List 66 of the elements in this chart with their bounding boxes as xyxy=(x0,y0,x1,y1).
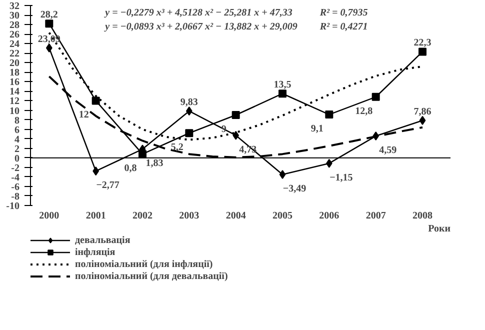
data-label: 12,8 xyxy=(355,106,373,117)
data-label: 22,3 xyxy=(414,38,432,49)
y-tick-label: 28 xyxy=(10,20,20,32)
data-label: 5,2 xyxy=(170,142,184,154)
y-tick-label: 16 xyxy=(10,77,20,88)
data-label: −2,77 xyxy=(96,180,120,192)
annotation: y = −0,2279 x³ + 4,5128 x² − 25,281 x + 47,33 xyxy=(104,8,292,18)
y-tick-label: 24 xyxy=(10,39,20,50)
y-tick-label: 10 xyxy=(10,106,20,117)
x-tick-label: 2005 xyxy=(272,210,292,222)
data-label: 1,83 xyxy=(146,158,164,170)
point xyxy=(232,111,240,120)
y-tick-label: 8 xyxy=(14,115,20,126)
y-tick-label: 22 xyxy=(10,48,20,60)
point xyxy=(92,96,100,105)
annotation: R² = 0,7935 xyxy=(318,8,368,18)
y-tick-label: 6 xyxy=(14,124,20,136)
point xyxy=(185,129,194,138)
data-label: 28,2 xyxy=(40,10,58,21)
y-tick-label: -6 xyxy=(11,182,20,193)
y-tick-label: 32 xyxy=(10,1,20,12)
x-tick-label: 2001 xyxy=(86,210,106,222)
y-tick-label: 2 xyxy=(14,144,20,155)
x-tick-label: 2006 xyxy=(319,210,340,222)
x-axis-title: Роки xyxy=(428,224,451,234)
y-tick-label: 30 xyxy=(10,10,20,22)
point xyxy=(279,170,286,179)
legend-label: інфляція xyxy=(75,246,116,258)
y-tick-label: -2 xyxy=(11,162,20,174)
y-tick-label: 18 xyxy=(10,68,20,79)
y-tick-label: -4 xyxy=(11,172,20,184)
data-label: 0,8 xyxy=(124,163,137,174)
y-tick-label: -10 xyxy=(6,201,20,212)
data-label: 7,86 xyxy=(414,106,432,118)
legend-label: поліноміальний (для девальвації) xyxy=(75,270,228,282)
y-tick-label: 4 xyxy=(14,134,20,146)
legend-label: поліноміальний (для інфляції) xyxy=(75,258,213,270)
data-label: 9,83 xyxy=(180,97,198,108)
y-tick-label: 14 xyxy=(10,86,20,98)
point xyxy=(325,110,334,119)
annotation: R² = 0,4271 xyxy=(318,22,368,32)
x-tick-label: 2008 xyxy=(412,210,432,222)
annotation: y = −0,0893 x³ + 2,0667 x² − 13,882 x + 29,009 xyxy=(104,22,298,32)
point xyxy=(278,90,286,98)
data-label: −1,15 xyxy=(330,172,353,184)
data-label: 13,5 xyxy=(274,80,292,91)
y-tick-label: 20 xyxy=(10,58,20,70)
y-tick-label: 26 xyxy=(10,30,20,41)
data-label: 4,59 xyxy=(379,145,397,156)
y-tick-label: 0 xyxy=(14,153,20,164)
y-tick-label: 12 xyxy=(10,96,20,108)
point xyxy=(372,92,380,101)
x-tick-label: 2004 xyxy=(226,210,246,222)
data-label: 9,1 xyxy=(310,124,324,135)
x-tick-label: 2003 xyxy=(179,210,200,222)
point xyxy=(418,48,426,56)
legend-label: девальвація xyxy=(75,234,130,246)
data-label: 12 xyxy=(78,110,89,121)
x-tick-label: 2000 xyxy=(39,210,60,222)
x-tick-label: 2007 xyxy=(366,210,386,222)
data-label: −3,49 xyxy=(282,184,306,194)
y-tick-label: -8 xyxy=(11,191,20,202)
x-tick-label: 2002 xyxy=(132,210,152,222)
point xyxy=(419,116,426,125)
point xyxy=(138,150,146,158)
point xyxy=(45,20,54,28)
